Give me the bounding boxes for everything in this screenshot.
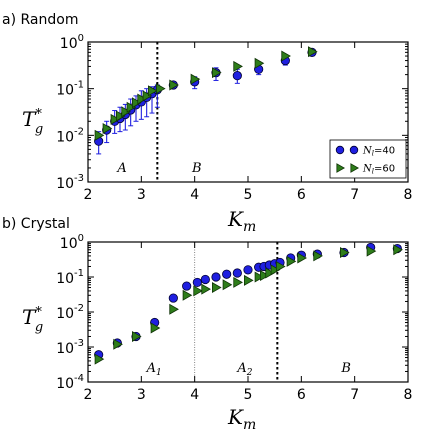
panel-b-point-circle — [192, 277, 202, 288]
panel-a-point-triangle — [116, 110, 126, 122]
panel-b-point-triangle — [169, 303, 179, 315]
panel-b-ylabel: T* g — [22, 305, 43, 335]
panel-a-point-triangle — [211, 67, 222, 79]
panel-b-point-triangle — [313, 250, 323, 262]
panel-b-point-triangle — [265, 267, 275, 279]
panel-b-region-label-1: A2 — [236, 361, 252, 378]
panel-a-point-triangle — [190, 73, 201, 85]
panel-b-label: b) Crystal — [2, 216, 70, 232]
panel-a-ytick-label: 10-1 — [56, 80, 84, 99]
panel-b-point-triangle — [113, 338, 123, 350]
panel-a-point-circle — [232, 71, 242, 81]
panel-b-ytick-label: 10-4 — [56, 373, 84, 392]
panel-a-xtick-label: 2 — [84, 187, 93, 203]
panel-b-point-triangle — [150, 322, 161, 334]
panel-a-point-triangle — [121, 106, 131, 118]
panel-b-region-label-0: A1 — [146, 361, 162, 378]
panel-b-ytick-label: 10-2 — [56, 303, 84, 322]
panel-b-point-circle — [200, 274, 210, 285]
panel-a-point-triangle — [233, 60, 243, 72]
legend-marker-circle — [349, 145, 359, 155]
panel-a-point-triangle — [169, 79, 179, 91]
legend-marker-circle — [335, 145, 345, 155]
panel-b-xtick-label: 2 — [84, 387, 93, 403]
panel-a-ytick-label: 10-3 — [56, 173, 84, 192]
panel-b-point-triangle — [243, 274, 254, 286]
panel-a-point-triangle — [147, 85, 158, 97]
panel-b-xtick-label: 6 — [297, 387, 306, 403]
panel-a-point-triangle — [110, 113, 121, 125]
panel-b-point-triangle — [211, 282, 222, 294]
panel-a-region-label-0: A — [116, 161, 126, 176]
panel-a-point-triangle — [254, 57, 265, 69]
panel-a-ytick-label: 100 — [60, 33, 84, 52]
panel-b-xtick-label: 3 — [137, 387, 146, 403]
panel-b-point-triangle — [182, 289, 193, 301]
panel-b-point-triangle — [193, 285, 203, 297]
panel-b-xtick-label: 7 — [350, 387, 359, 403]
panel-a-ylabel: T* g — [22, 107, 43, 137]
panel-a-ytick-label: 10-2 — [56, 126, 84, 145]
panel-b-point-triangle — [286, 255, 297, 267]
panel-b-point-triangle — [270, 264, 281, 276]
panel-b-point-triangle — [297, 252, 307, 264]
panel-b-point-circle — [182, 281, 192, 291]
panel-b-point-triangle — [201, 283, 211, 295]
panel-a-xtick-label: 3 — [137, 187, 146, 203]
panel-b-point-triangle — [339, 247, 350, 259]
panel-a-point-triangle — [102, 123, 113, 135]
panel-a-xtick-label: 6 — [297, 187, 306, 203]
panel-random: a) Random 2 3 4 5 6 7 8 10-3 10-2 10-1 100 A B T* g K… — [2, 12, 412, 235]
panel-a-xtick-label: 7 — [350, 187, 359, 203]
panel-a-point-triangle — [131, 97, 142, 109]
panel-b-axes-frame — [87, 241, 409, 383]
panel-b-point-triangle — [222, 279, 233, 291]
panel-a-point-triangle — [155, 83, 166, 95]
panel-a-point-triangle — [137, 93, 147, 105]
panel-a-xtick-label: 8 — [404, 187, 413, 203]
panel-b-point-triangle — [254, 271, 265, 283]
panel-b-ytick-label: 10-3 — [56, 338, 84, 357]
panel-b-ytick-label: 10-1 — [56, 268, 84, 287]
panel-b-point-circle — [222, 269, 232, 279]
legend-marker-triangle — [350, 163, 360, 173]
panel-crystal: b) Crystal 2 3 4 5 6 7 8 10-4 10-3 10-2 10-1 100 A1 A… — [2, 216, 412, 433]
panel-b-point-triangle — [259, 270, 270, 282]
panel-b-point-triangle — [131, 330, 142, 342]
legend-marker-triangle — [336, 163, 346, 173]
panel-a-point-triangle — [94, 129, 105, 141]
panel-b-xtick-label: 8 — [404, 387, 413, 403]
panel-b-point-circle — [232, 268, 242, 278]
panel-b-point-circle — [243, 265, 253, 275]
panel-b-xlabel: Km — [227, 405, 256, 433]
legend-box — [329, 139, 407, 179]
panel-b-point-triangle — [233, 276, 243, 288]
panel-a-region-label-1: B — [191, 161, 202, 176]
legend-entry-0: Nl=40 — [362, 146, 395, 158]
panel-a-point-triangle — [142, 90, 153, 102]
panel-b-point-triangle — [366, 245, 377, 257]
panel-a-xtick-label: 4 — [190, 187, 199, 203]
panel-b-xtick-label: 5 — [244, 387, 253, 403]
panel-a-axes-frame — [87, 41, 409, 183]
panel-b-xtick-label: 4 — [190, 387, 199, 403]
panel-b-point-triangle — [393, 244, 403, 256]
panel-a-point-triangle — [281, 50, 291, 62]
panel-a-xlabel: Km — [227, 207, 256, 235]
panel-a-xtick-label: 5 — [244, 187, 253, 203]
panel-a-point-triangle — [307, 46, 318, 58]
panel-b-point-triangle — [94, 353, 105, 365]
panel-b-point-circle — [211, 272, 221, 282]
panel-a-legend: Nl=40 Nl=60 — [329, 139, 407, 179]
panel-b-point-circle — [168, 293, 178, 303]
panel-b-region-label-2: B — [340, 361, 351, 376]
panel-a-label: a) Random — [2, 12, 78, 28]
legend-entry-1: Nl=60 — [362, 164, 395, 176]
panel-b-ytick-label: 100 — [60, 233, 84, 252]
panel-a-point-triangle — [126, 101, 137, 113]
panel-b-point-triangle — [275, 260, 286, 272]
